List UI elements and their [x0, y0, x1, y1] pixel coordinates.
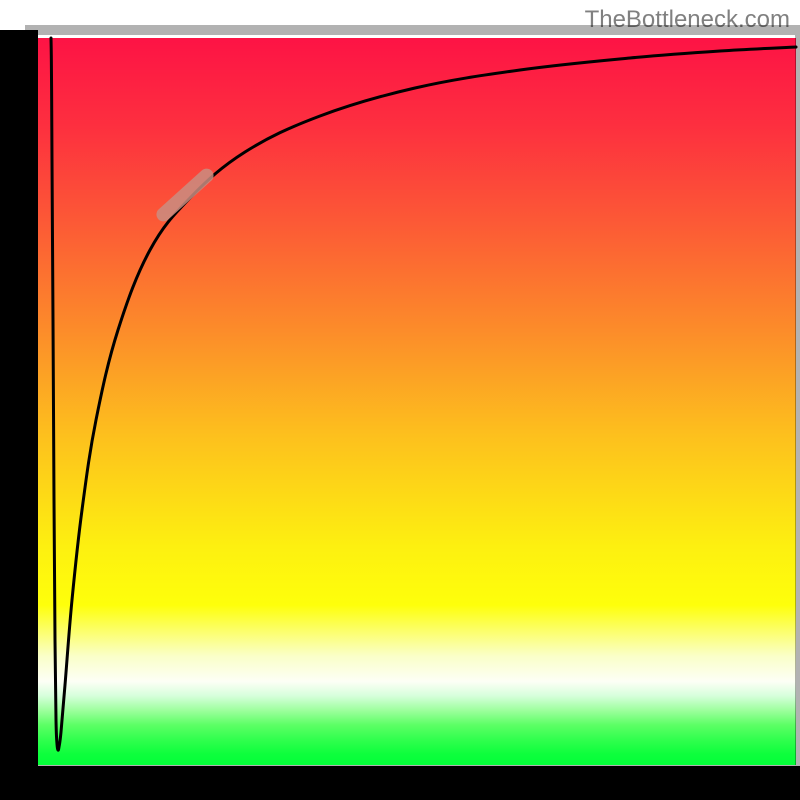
left-axis-bar	[0, 30, 38, 800]
chart-svg	[0, 0, 800, 800]
plot-background	[38, 38, 796, 765]
bottom-axis-bar	[30, 766, 800, 800]
chart-container: { "watermark": { "text": "TheBottleneck.…	[0, 0, 800, 800]
